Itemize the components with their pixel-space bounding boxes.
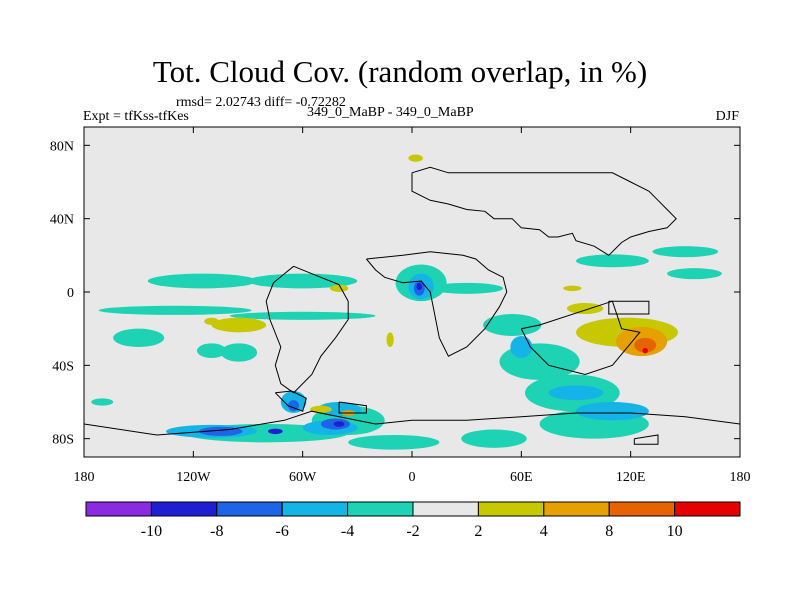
colorbar-box xyxy=(674,501,741,517)
contour-patch xyxy=(652,246,719,258)
coastline xyxy=(274,390,307,412)
contour-patch xyxy=(98,305,252,315)
contour-patch xyxy=(667,268,722,280)
coastline xyxy=(265,265,349,394)
x-tick-label: 120E xyxy=(616,470,646,485)
x-tick-label: 60W xyxy=(289,470,317,485)
contour-patch xyxy=(416,282,423,291)
coastline xyxy=(366,251,508,357)
colorbar-label: 2 xyxy=(474,523,482,540)
contour-patch xyxy=(229,311,376,320)
coastlines xyxy=(84,166,740,457)
contour-patch xyxy=(510,336,533,358)
contour-patch xyxy=(113,328,165,348)
stats-text: rmsd= 2.02743 diff= -0.72282 xyxy=(176,95,346,110)
contour-patch xyxy=(386,332,394,347)
season-label: DJF xyxy=(715,109,739,124)
contour-patch xyxy=(576,254,649,268)
colorbar-box xyxy=(347,501,414,517)
colorbar-box xyxy=(85,501,152,517)
y-tick-label: 80S xyxy=(52,433,74,448)
contour-patch xyxy=(566,303,604,314)
y-tick-label: 80N xyxy=(50,139,74,154)
contour-patch xyxy=(196,343,227,358)
contour-patch xyxy=(408,154,423,162)
colorbar-label: 10 xyxy=(667,523,683,540)
y-axis: 80N 40N 0 40S 80S xyxy=(50,139,740,448)
x-tick-label: 0 xyxy=(409,470,416,485)
contour-patch xyxy=(268,428,283,435)
y-tick-label: 40N xyxy=(50,213,74,228)
x-tick-label: 180 xyxy=(730,470,751,485)
y-tick-label: 0 xyxy=(67,286,74,301)
coastline xyxy=(608,300,650,315)
colorbar-box xyxy=(216,501,283,517)
period-label: 349_0_MaBP - 349_0_MaBP xyxy=(307,105,474,120)
coastline xyxy=(520,300,641,376)
colorbar-box xyxy=(150,501,218,517)
contour-patch xyxy=(211,317,267,333)
contour-patch xyxy=(563,285,582,292)
contour-patch xyxy=(348,435,440,450)
x-tick-label: 180 xyxy=(74,470,95,485)
contour-patch xyxy=(204,317,219,326)
contour-patch xyxy=(634,337,657,353)
colorbar: -10 -8 -6 -4 -2 2 4 8 10 xyxy=(85,501,741,540)
coastline xyxy=(411,166,677,256)
colorbar-label: -8 xyxy=(210,523,223,540)
coastline xyxy=(338,401,367,414)
contour-patch xyxy=(220,343,258,362)
colorbar-box xyxy=(543,501,610,517)
colorbar-box xyxy=(281,501,349,517)
colorbar-label: 4 xyxy=(540,523,548,540)
contour-patch xyxy=(247,273,358,289)
contour-patch xyxy=(642,347,648,354)
colorbar-label: -6 xyxy=(276,523,289,540)
contour-patch xyxy=(461,429,527,448)
colorbar-box xyxy=(608,501,676,517)
contour-patch xyxy=(147,273,258,289)
experiment-label: Expt = tfKss-tfKes xyxy=(83,109,189,124)
x-tick-label: 120W xyxy=(176,470,211,485)
contour-patch xyxy=(483,314,542,336)
contour-patch xyxy=(330,284,349,293)
contour-patch xyxy=(430,282,504,294)
colorbar-box xyxy=(477,501,545,517)
contour-patch xyxy=(91,398,114,406)
colorbar-label: 8 xyxy=(605,523,613,540)
coastline xyxy=(84,410,740,457)
colorbar-label: -4 xyxy=(341,523,354,540)
contour-fields xyxy=(91,154,722,450)
contour-patch xyxy=(333,421,345,427)
map-title: Tot. Cloud Cov. (random overlap, in %) xyxy=(152,54,648,89)
y-tick-label: 40S xyxy=(52,359,74,374)
colorbar-label: -2 xyxy=(406,523,419,540)
coastline xyxy=(633,434,659,445)
contour-patch xyxy=(576,402,649,421)
x-tick-label: 60E xyxy=(510,470,533,485)
colorbar-label: -10 xyxy=(141,523,162,540)
contour-patch xyxy=(548,385,604,401)
contour-patch xyxy=(309,405,332,414)
x-axis: 180 120W 60W 0 60E 120E 180 xyxy=(74,127,751,485)
colorbar-box xyxy=(412,501,479,517)
